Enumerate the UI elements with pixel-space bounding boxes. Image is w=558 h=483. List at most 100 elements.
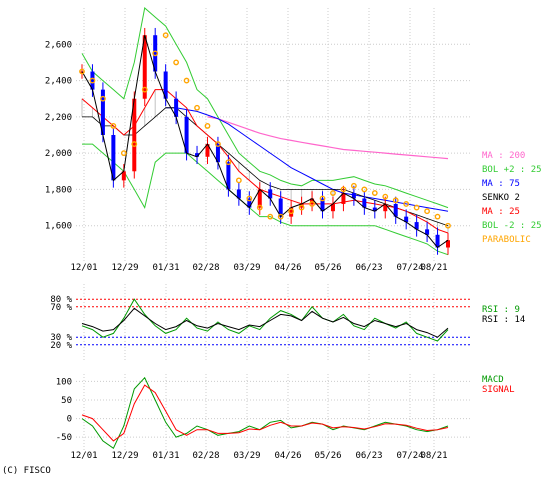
parabolic-dot: [340, 186, 347, 193]
ma200-line: [207, 116, 449, 160]
candle-body: [195, 153, 200, 157]
parabolic-dot: [267, 213, 274, 220]
legend-entry: MACD: [482, 375, 504, 385]
y-tick-label: 2,000: [45, 149, 72, 159]
candle-body: [174, 98, 179, 117]
candle-body: [362, 198, 367, 208]
parabolic-dot: [110, 123, 117, 129]
candle-body: [205, 144, 210, 157]
y-tick-label: 1,800: [45, 185, 72, 195]
y-tick-label: 30 %: [50, 333, 72, 343]
date-tick-label-bottom: 04/26: [274, 451, 301, 461]
date-tick-label-top: 12/01: [70, 263, 97, 273]
candle-body: [446, 240, 450, 248]
date-tick-label-top: 04/26: [274, 263, 301, 273]
parabolic-dot: [235, 177, 242, 184]
parabolic-dot: [361, 186, 368, 193]
parabolic-dot: [424, 208, 430, 215]
date-tick-label-top: 01/31: [152, 263, 179, 273]
y-tick-label: 100: [56, 377, 72, 387]
parabolic-dot: [162, 32, 169, 39]
y-tick-label: 0: [67, 415, 72, 425]
close-price-line: [81, 35, 449, 249]
parabolic-dot: [141, 86, 148, 93]
candle-body: [404, 216, 409, 223]
legend-entry: MA : 25: [482, 207, 520, 217]
candle-body: [435, 234, 440, 248]
parabolic-dot: [330, 190, 336, 196]
parabolic-dot: [131, 141, 138, 147]
parabolic-dot: [100, 95, 106, 102]
date-tick-label-top: 06/23: [355, 263, 382, 273]
parabolic-dot: [445, 222, 451, 229]
candle-body: [289, 207, 294, 217]
date-tick-label-bottom: 07/24: [396, 451, 423, 461]
parabolic-dot: [173, 59, 180, 66]
candle-body: [278, 198, 283, 217]
candle-body: [372, 207, 377, 212]
candle-body: [268, 189, 273, 199]
candle-body: [215, 144, 220, 163]
candle-body: [111, 135, 116, 181]
date-tick-label-top: 08/21: [420, 263, 447, 273]
date-tick-label-top: 12/29: [111, 263, 138, 273]
date-tick-label-bottom: 12/01: [70, 451, 97, 461]
y-tick-label: 80 %: [50, 295, 72, 305]
candle-body: [163, 71, 168, 99]
parabolic-dot: [434, 213, 441, 220]
bollinger-upper-line: [81, 7, 449, 209]
legend-entry: SENKO 2: [482, 193, 520, 203]
parabolic-dot: [204, 123, 211, 129]
candle-body: [132, 98, 137, 172]
band-layer: [81, 89, 449, 233]
legend-entry: BOL +2 : 25: [482, 165, 542, 175]
parabolic-dot: [350, 182, 357, 189]
candle-body: [121, 171, 126, 181]
rsi14-line: [81, 307, 449, 338]
ma75-line: [165, 107, 449, 212]
legend-entry: MA : 200: [482, 151, 525, 161]
parabolic-dot: [89, 77, 96, 84]
grid-layer: [76, 8, 472, 452]
y-tick-label: -50: [56, 433, 72, 443]
y-tick-label: 2,600: [45, 40, 72, 50]
y-tick-label: 2,400: [45, 77, 72, 87]
candle-body: [236, 189, 241, 199]
copyright-credit: (C) FISCO: [2, 466, 51, 476]
candle-body: [414, 222, 419, 230]
date-tick-label-top: 02/28: [192, 263, 219, 273]
legend-entry: MA : 75: [482, 179, 520, 189]
parabolic-dot: [120, 150, 127, 157]
signal-line: [81, 384, 449, 442]
date-tick-label-bottom: 01/31: [152, 451, 179, 461]
parabolic-dot: [319, 195, 326, 202]
parabolic-dot: [403, 201, 410, 207]
candle-body: [226, 162, 231, 190]
candle-body: [142, 35, 147, 99]
candle-body: [90, 71, 95, 90]
parabolic-dot: [277, 213, 284, 220]
date-tick-label-bottom: 03/29: [233, 451, 260, 461]
parabolic-dot: [392, 197, 399, 204]
date-tick-label-top: 07/24: [396, 263, 423, 273]
series-layer: [79, 7, 451, 450]
parabolic-dot: [183, 77, 190, 84]
date-tick-label-bottom: 06/23: [355, 451, 382, 461]
senko2-line: [82, 107, 449, 227]
parabolic-dot: [79, 68, 85, 75]
date-tick-label-bottom: 12/29: [111, 451, 138, 461]
y-tick-label: 2,200: [45, 113, 72, 123]
candle-body: [393, 203, 398, 217]
y-tick-label: 50: [61, 396, 72, 406]
rsi9-line: [81, 298, 449, 342]
candle-body: [425, 229, 430, 235]
candle-body: [184, 116, 189, 154]
y-tick-label: 70 %: [50, 303, 72, 313]
parabolic-dot: [298, 204, 305, 211]
parabolic-dot: [225, 159, 232, 166]
parabolic-dot: [413, 204, 420, 211]
date-tick-label-bottom: 02/28: [192, 451, 219, 461]
date-tick-label-bottom: 05/26: [314, 451, 341, 461]
legend-entry: PARABOLIC: [482, 235, 531, 245]
